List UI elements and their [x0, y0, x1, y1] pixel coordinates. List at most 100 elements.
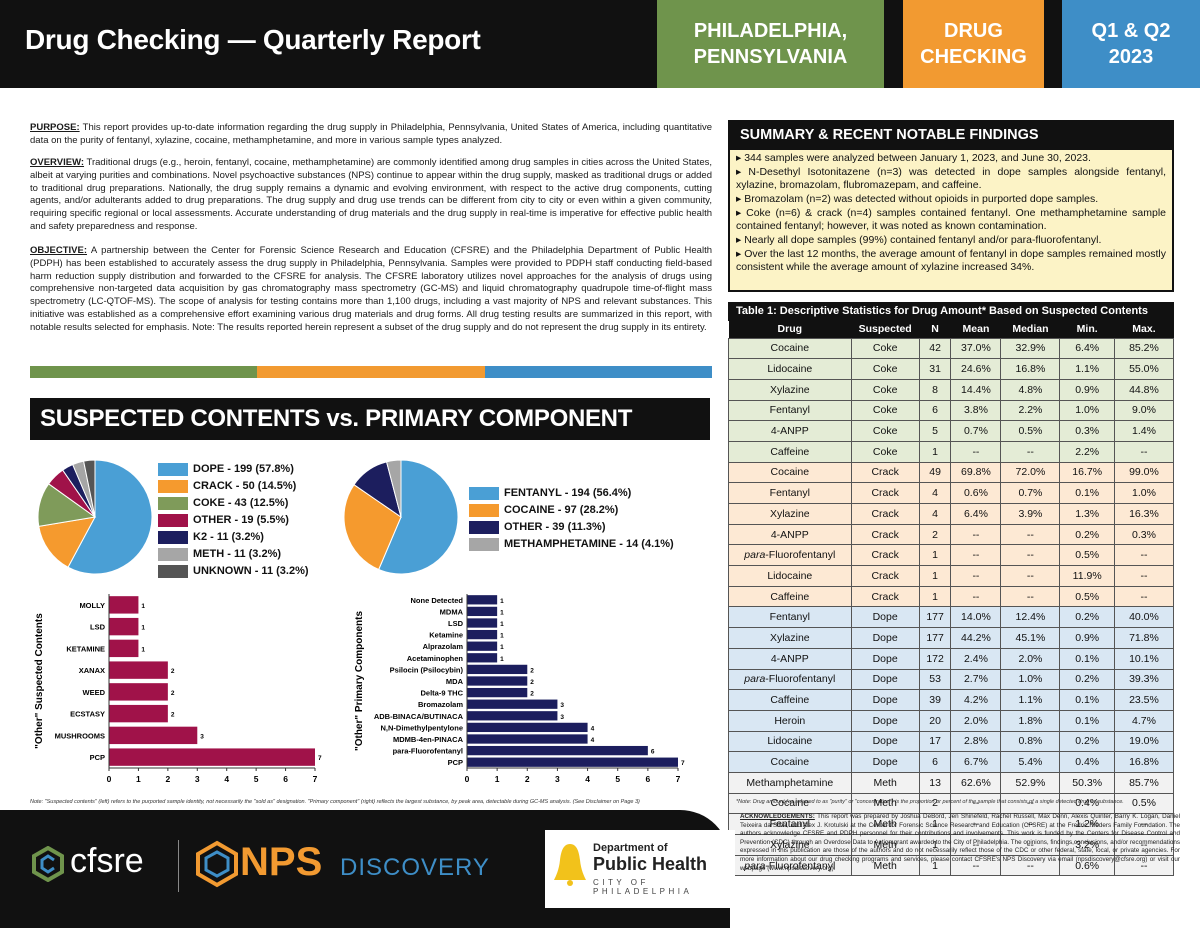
legend-item: OTHER - 19 (5.5%) — [158, 512, 309, 528]
bar — [467, 595, 498, 605]
table-cell: -- — [1113, 854, 1175, 877]
bar-category-label: N,N-Dimethylpentylone — [380, 723, 463, 732]
table-cell: Crack — [850, 523, 920, 546]
table-cell: -- — [950, 854, 1002, 877]
bar-category-label: Alprazolam — [423, 642, 464, 651]
summary-box: SUMMARY & RECENT NOTABLE FINDINGS ▸ 344 … — [728, 120, 1174, 292]
divider-color-bar — [30, 366, 712, 378]
table-cell: 14.0% — [950, 606, 1002, 629]
table-cell: Caffeine — [728, 440, 852, 463]
table-cell: 99.0% — [1113, 461, 1175, 484]
table-cell: 2.2% — [1059, 440, 1115, 463]
table-cell: Crack — [850, 482, 920, 504]
bar-category-label: Ketamine — [429, 631, 463, 640]
divider-blue — [484, 366, 712, 378]
table-cell: 40.0% — [1113, 606, 1175, 629]
table-cell: 6 — [918, 399, 952, 422]
table-cell: 0.2% — [1059, 730, 1115, 753]
table-cell: 5 — [918, 420, 952, 442]
legend-item: OTHER - 39 (11.3%) — [469, 519, 674, 535]
bar-category-label: MUSHROOMS — [55, 731, 105, 740]
objective-paragraph: OBJECTIVE: A partnership between the Cen… — [30, 245, 712, 335]
table-cell: -- — [950, 544, 1002, 567]
table-cell: 1.0% — [1059, 399, 1115, 422]
bar-category-label: ADB-BINACA/BUTINACA — [374, 712, 464, 721]
bar — [467, 734, 588, 744]
table-body: Cocaine Coke 42 37.0% 32.9% 6.4% 85.2% Lidocain… — [728, 337, 1175, 877]
quarter-line1: Q1 & Q2 — [1091, 20, 1171, 42]
table-cell: 6 — [918, 751, 952, 773]
bar-value-label: 2 — [530, 667, 534, 674]
table-cell: -- — [1113, 834, 1175, 856]
legend-swatch — [469, 503, 499, 517]
table-cell: -- — [1000, 523, 1061, 546]
table-cell: 1 — [918, 585, 952, 608]
objective-label: OBJECTIVE: — [30, 245, 88, 256]
legend-label: K2 - 11 (3.2%) — [193, 531, 264, 543]
table-row: 4-ANPP Dope 172 2.4% 2.0% 0.1% 10.1% — [728, 647, 1175, 670]
table-cell: 44.8% — [1113, 378, 1175, 401]
table-cell: 16.8% — [1000, 358, 1061, 380]
table-cell: 85.7% — [1113, 771, 1175, 794]
table-cell: -- — [1000, 854, 1061, 877]
descriptive-stats-table: Drug Suspected N Mean Median Min. Max. Cocaine… — [728, 321, 1175, 877]
table-cell: para-Fluorofentanyl — [728, 854, 852, 877]
table-cell: -- — [1000, 440, 1061, 463]
bar-value-label: 1 — [500, 633, 504, 640]
bar-value-label: 7 — [681, 760, 685, 767]
legend-swatch — [158, 513, 188, 527]
table-cell: 4 — [918, 482, 952, 504]
table-cell: 50.3% — [1059, 771, 1115, 794]
table-cell: Crack — [850, 565, 920, 587]
table-column-header: Suspected — [851, 321, 920, 338]
suspected-contents-pie — [37, 459, 153, 575]
table-cell: 0.4% — [1059, 751, 1115, 773]
table-cell: 0.6% — [950, 482, 1002, 504]
table-cell: 16.7% — [1059, 461, 1115, 484]
table-cell: 1.2% — [1059, 813, 1115, 835]
pie-slice — [343, 483, 402, 571]
bar — [467, 699, 558, 709]
table-cell: 2.2% — [1000, 399, 1061, 422]
bar — [467, 687, 528, 698]
bar — [467, 676, 528, 686]
bar-value-label: 3 — [560, 702, 564, 709]
discovery-logo-text: DISCOVERY — [340, 854, 490, 881]
table-row: 4-ANPP Coke 5 0.7% 0.5% 0.3% 1.4% — [728, 420, 1175, 442]
table-cell: Dope — [850, 730, 920, 753]
table-column-header: Drug — [728, 321, 852, 338]
table-row: Cocaine Coke 42 37.0% 32.9% 6.4% 85.2% — [728, 337, 1175, 360]
table-cell: -- — [950, 523, 1002, 546]
table-cell: 4.2% — [950, 689, 1002, 711]
legend-swatch — [158, 547, 188, 561]
bar — [109, 726, 198, 745]
table-cell: Dope — [850, 647, 920, 670]
table-cell: 3.9% — [1000, 503, 1061, 525]
table-cell: 0.4% — [1059, 792, 1115, 815]
bar — [109, 683, 168, 701]
table-cell: Crack — [850, 461, 920, 484]
table-cell: 2 — [918, 523, 952, 546]
table-cell: 32.9% — [1000, 337, 1061, 360]
bar — [467, 606, 498, 617]
pie-slice — [385, 459, 402, 518]
table-cell: Coke — [850, 420, 920, 442]
legend-label: METH - 11 (3.2%) — [193, 548, 282, 560]
x-tick-label: 0 — [465, 774, 470, 784]
table-cell: 0.7% — [950, 420, 1002, 442]
legend-label: DOPE - 199 (57.8%) — [193, 463, 294, 475]
summary-item: ▸ Bromazolam (n=2) was detected without … — [736, 193, 1099, 205]
quarter-badge: Q1 & Q2 2023 — [1062, 0, 1200, 88]
table-cell: -- — [1000, 834, 1061, 856]
table-cell: 9.0% — [1113, 399, 1175, 422]
table-cell: 1.1% — [1059, 358, 1115, 380]
table-cell: para-Fluorofentanyl — [728, 544, 852, 567]
table-cell: 2.0% — [950, 709, 1002, 732]
summary-list: ▸ 344 samples were analyzed between Janu… — [730, 150, 1172, 277]
table-cell: -- — [950, 440, 1002, 463]
program-line1: DRUG — [944, 20, 1003, 42]
table-cell: 3.8% — [950, 399, 1002, 422]
table-cell: 6.4% — [1059, 337, 1115, 360]
x-tick-label: 6 — [283, 774, 288, 784]
bar-category-label: MDMA — [440, 607, 464, 616]
